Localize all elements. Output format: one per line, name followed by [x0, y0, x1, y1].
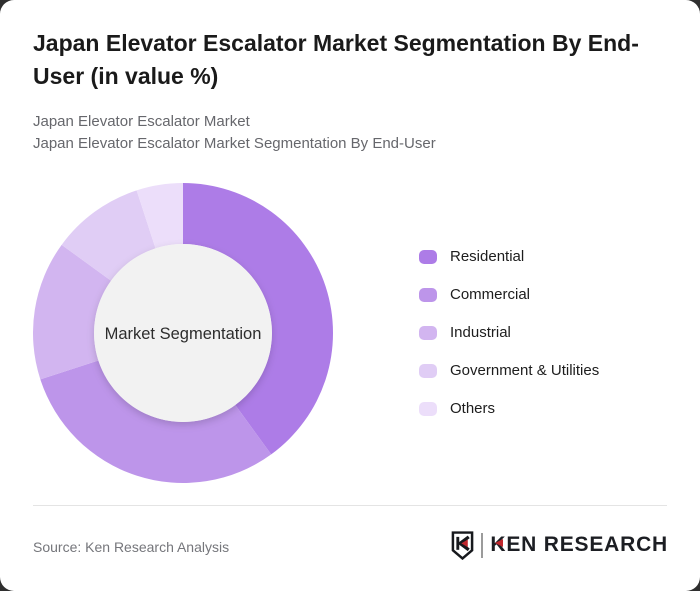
legend-label: Others: [450, 400, 496, 417]
subtitle-line-2: Japan Elevator Escalator Market Segmenta…: [33, 135, 436, 152]
legend-item-government-utilities[interactable]: Government & Utilities: [419, 357, 599, 384]
legend-swatch: [419, 249, 437, 264]
legend-swatch: [419, 401, 437, 416]
footer-divider: [33, 505, 667, 506]
legend-item-industrial[interactable]: Industrial: [419, 319, 599, 346]
source-text: Source: Ken Research Analysis: [33, 539, 230, 555]
ken-research-logo: KEN RESEARCH: [451, 530, 668, 560]
legend-item-commercial[interactable]: Commercial: [419, 281, 599, 308]
legend-swatch: [419, 325, 437, 340]
donut-chart: Market Segmentation: [33, 183, 333, 483]
legend-swatch: [419, 287, 437, 302]
chart-legend: Residential Commercial Industrial Govern…: [419, 243, 599, 433]
legend-swatch: [419, 363, 437, 378]
chart-subtitle: Japan Elevator Escalator Market Japan El…: [33, 111, 436, 155]
donut-slice-commercial[interactable]: [40, 360, 272, 483]
legend-label: Government & Utilities: [450, 362, 600, 379]
subtitle-line-1: Japan Elevator Escalator Market: [33, 113, 250, 130]
legend-item-residential[interactable]: Residential: [419, 243, 599, 270]
red-triangle-icon: [495, 539, 504, 547]
donut-hole: [94, 244, 272, 422]
page-title: Japan Elevator Escalator Market Segmenta…: [33, 30, 639, 89]
logo-rest: EN RESEARCH: [506, 533, 668, 556]
legend-label: Commercial: [450, 286, 531, 303]
logo-k-letter: K: [490, 533, 507, 556]
logo-separator: [481, 532, 484, 558]
legend-item-others[interactable]: Others: [419, 395, 599, 422]
donut-slice-others[interactable]: [136, 183, 183, 249]
donut-slice-government-utilities[interactable]: [61, 190, 156, 281]
logo-wordmark: KEN RESEARCH: [490, 533, 668, 557]
ken-research-shield-icon: [452, 530, 474, 560]
donut-slice-industrial[interactable]: [33, 244, 112, 380]
legend-label: Residential: [450, 248, 525, 265]
donut-slice-residential[interactable]: [183, 183, 333, 455]
legend-label: Industrial: [450, 324, 511, 341]
donut-center-label: Market Segmentation: [105, 325, 262, 343]
